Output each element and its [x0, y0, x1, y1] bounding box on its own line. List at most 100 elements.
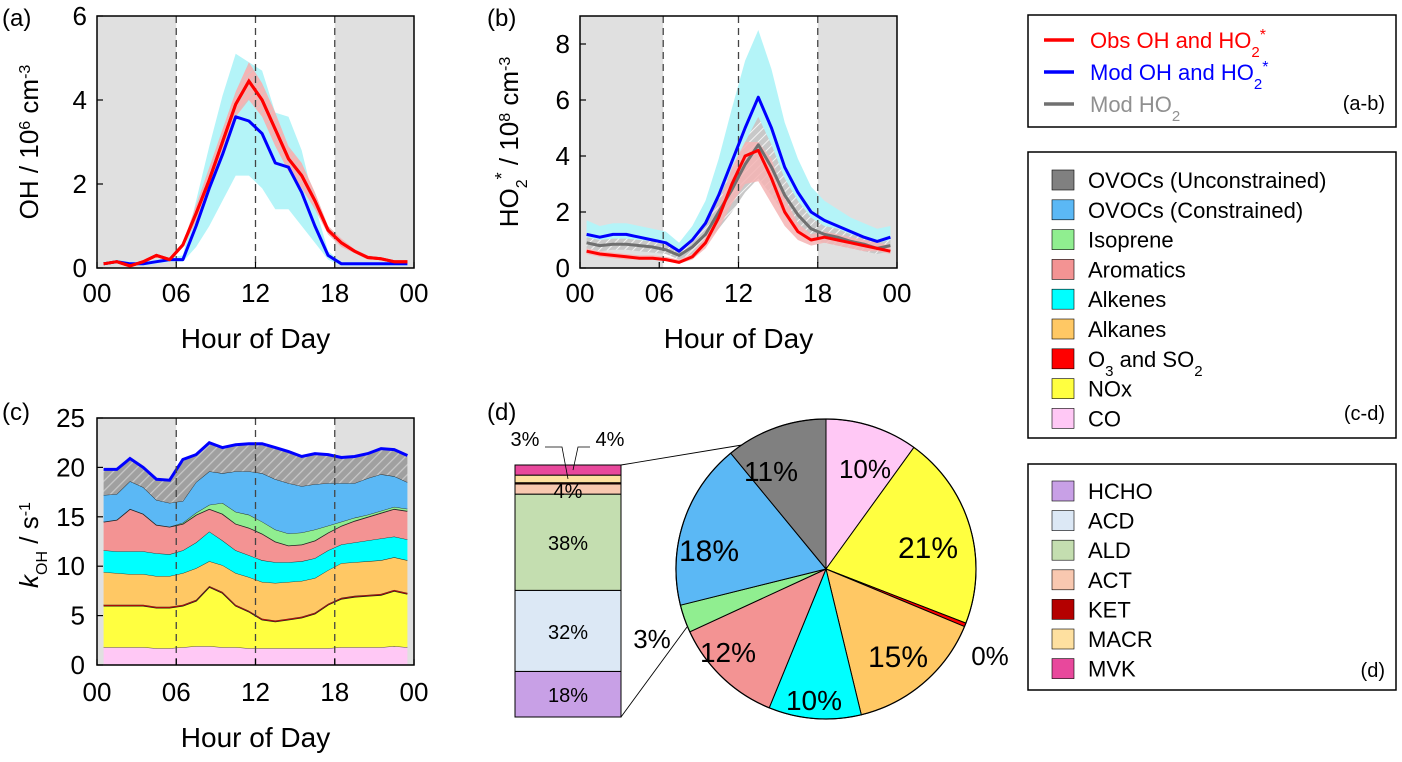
legend-cd-label: Isoprene: [1088, 228, 1174, 253]
legend-ab-label-modho2: Mod HO2: [1090, 92, 1180, 125]
x-tick-label: 00: [400, 677, 429, 707]
legend-d-swatch: [1051, 599, 1075, 620]
bar-label-macr: 3%: [511, 429, 540, 451]
x-tick-label: 00: [400, 278, 429, 308]
legend-d-swatch: [1051, 658, 1075, 679]
line-mod: [103, 115, 408, 266]
legend-cd-swatch: [1051, 288, 1075, 310]
bar-label-act: 4%: [554, 481, 583, 503]
legend-d-label: KET: [1088, 597, 1131, 622]
pie-label: 11%: [744, 456, 798, 487]
pie-label: 18%: [679, 535, 739, 568]
legend-cd: OVOCs (Unconstrained) OVOCs (Constrained)…: [1027, 151, 1397, 439]
y-axis-title: OH / 106 cm-3: [14, 65, 44, 220]
legend-d-swatch: [1051, 480, 1075, 502]
x-tick-label: 18: [320, 677, 349, 707]
legend-cd-label: O3 and SO2: [1088, 347, 1203, 380]
y-tick-label: 4: [556, 141, 570, 171]
area-ovocs-unconstrained-: [103, 442, 408, 503]
legend-d-label: HCHO: [1088, 479, 1153, 504]
line-mod: [586, 95, 891, 253]
legend-cd-tag: (c-d): [1344, 403, 1385, 425]
y-tick-label: 6: [556, 85, 570, 115]
area-nox: [103, 586, 408, 649]
callout-line-macr: [545, 446, 569, 480]
legend-ab-tag: (a-b): [1343, 93, 1385, 115]
legend-cd-label: Alkenes: [1088, 287, 1166, 312]
legend-d-tag: (d): [1361, 660, 1385, 682]
y-tick-label: 0: [556, 253, 570, 283]
area-co: [103, 646, 408, 665]
x-tick-label: 06: [645, 278, 674, 308]
area-isoprene: [103, 503, 408, 546]
x-tick-label: 00: [83, 278, 112, 308]
y-axis-title: HO2* / 108 cm-3: [492, 57, 531, 228]
legend-cd-label: Aromatics: [1088, 257, 1186, 282]
y-tick-label: 4: [73, 85, 87, 115]
night-shading-1: [334, 16, 414, 268]
bar-segment-mvk: [514, 464, 622, 476]
x-axis-title: Hour of Day: [181, 323, 330, 354]
x-tick-label: 06: [162, 278, 191, 308]
line-obs-top: [103, 78, 408, 268]
legend-cd-label: NOx: [1088, 377, 1132, 402]
legend-d-swatch: [1051, 569, 1075, 591]
y-tick-label: 8: [556, 29, 570, 59]
bar-segment-ald: [514, 493, 622, 591]
legend-cd-label: CO: [1088, 406, 1121, 431]
pie-label: 15%: [868, 641, 928, 674]
line-modho2: [586, 143, 891, 257]
panel-label-a: (a): [2, 5, 31, 32]
legend-d-label: ALD: [1088, 538, 1131, 563]
pie-label: 12%: [700, 637, 756, 668]
legend-d-swatch: [1051, 628, 1075, 650]
pie-label: 21%: [898, 532, 958, 565]
x-tick-label: 12: [241, 278, 270, 308]
callout-line-mvk: [572, 446, 590, 471]
panel-label-c: (c): [2, 399, 30, 426]
y-tick-label: 2: [556, 197, 570, 227]
area-alkenes: [103, 531, 408, 583]
legend-cd-swatch: [1051, 348, 1075, 370]
x-tick-label: 00: [883, 278, 912, 308]
legend-d-label: ACT: [1088, 568, 1132, 593]
bar-label-acd: 32%: [548, 622, 588, 644]
x-tick-label: 12: [241, 677, 270, 707]
y-tick-label: 10: [56, 551, 85, 581]
legend-d-swatch: [1051, 510, 1075, 531]
x-tick-label: 12: [724, 278, 753, 308]
connector-bottom: [620, 626, 688, 718]
legend-cd-swatch: [1051, 169, 1075, 191]
y-axis-title: kOH / s-1: [14, 502, 51, 588]
line-obs: [586, 148, 891, 264]
legend-cd-swatch: [1051, 259, 1075, 280]
legend-d-label: MVK: [1088, 657, 1136, 682]
legend-cd-swatch: [1051, 318, 1075, 340]
area-aromatics: [103, 508, 408, 563]
legend-ab-label-obs: Obs OH and HO2*: [1090, 27, 1266, 61]
legend-ab: Obs OH and HO2*Mod OH and HO2*Mod HO2 (a…: [1027, 14, 1397, 128]
bar-label-mvk: 4%: [596, 429, 625, 451]
legend-cd-label: OVOCs (Constrained): [1088, 198, 1303, 223]
legend-cd-swatch: [1051, 408, 1075, 429]
legend-d-label: MACR: [1088, 627, 1153, 652]
legend-ab-label-mod: Mod OH and HO2*: [1090, 59, 1268, 93]
pie-label: 10%: [839, 454, 891, 484]
y-tick-label: 15: [56, 502, 85, 532]
night-shading-0: [97, 16, 177, 268]
pie-outline: [675, 418, 977, 720]
pie-label: 10%: [786, 685, 842, 716]
y-tick-label: 25: [56, 403, 85, 433]
y-tick-label: 0: [73, 253, 87, 283]
connector-top: [620, 444, 743, 466]
legend-d-swatch: [1051, 539, 1075, 561]
y-tick-label: 5: [71, 601, 85, 631]
x-tick-label: 06: [162, 677, 191, 707]
x-tick-label: 18: [320, 278, 349, 308]
x-tick-label: 18: [803, 278, 832, 308]
legend-d: HCHO ACD ALD ACT KET MACR MVK (d): [1027, 463, 1397, 691]
legend-cd-swatch: [1051, 378, 1075, 399]
